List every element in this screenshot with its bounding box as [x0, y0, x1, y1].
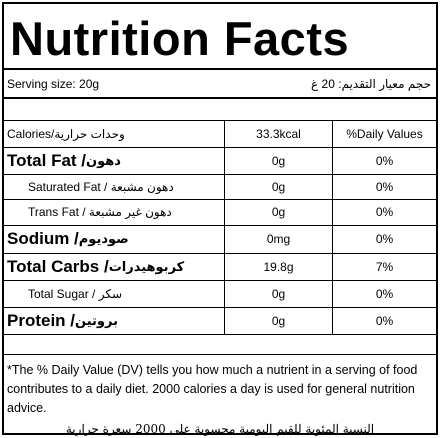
header-nutrient: Calories/وحدات حرارية: [4, 120, 225, 147]
nutrient-label: Sodium /: [7, 229, 79, 248]
row-divider: [4, 199, 436, 200]
footnote-divider: [4, 354, 436, 355]
nutrient-label-ar: صوديوم: [78, 231, 129, 246]
table-row: Saturated Fat / دهون مشبعة 0g 0%: [4, 174, 436, 199]
nutrient-amount: 0g: [225, 147, 333, 174]
nutrient-amount: 0g: [225, 280, 333, 307]
nutrient-daily-value: 0%: [375, 179, 394, 194]
table-row: Total Fat / دهون 0g 0%: [4, 147, 436, 174]
nutrient-label: Total Carbs /: [7, 256, 109, 276]
nutrient-name: Sodium / صوديوم: [4, 225, 225, 253]
nutrient-amount: 0g: [225, 199, 333, 225]
nutrient-label: Total Fat /: [7, 150, 87, 170]
nutrient-name: Protein / بروتين: [4, 307, 225, 334]
row-divider: [4, 280, 436, 281]
label-title: Nutrition Facts: [10, 12, 350, 65]
table-row: Total Carbs / كربوهيدرات 19.8g 7%: [4, 253, 436, 280]
nutrient-name: Total Carbs / كربوهيدرات: [4, 253, 225, 280]
nutrient-daily-value: 0%: [375, 286, 394, 301]
table-bottom-border: [4, 334, 436, 335]
footnote-en: *The % Daily Value (DV) tells you how mu…: [7, 363, 418, 415]
nutrient-daily-value: 0%: [375, 205, 394, 219]
nutrient-label: Protein /: [7, 310, 76, 330]
row-divider: [4, 174, 436, 175]
nutrient-name: Total Fat / دهون: [4, 147, 225, 174]
title-divider: [4, 68, 436, 70]
nutrient-amount: 19.8g: [225, 253, 333, 280]
table-row: Sodium / صوديوم 0mg 0%: [4, 225, 436, 253]
nutrient-daily-value: 7%: [375, 259, 394, 274]
header-daily-value: %Daily Values: [346, 126, 423, 141]
nutrient-name: Trans Fat / دهون غير مشبعة: [4, 199, 225, 225]
table-top-border: [4, 120, 436, 121]
nutrient-label-ar: دهون: [86, 152, 121, 168]
header-amount: 33.3kcal: [225, 120, 333, 147]
serving-divider: [4, 97, 436, 99]
nutrient-amount: 0mg: [225, 225, 333, 253]
table-row: Protein / بروتين 0g 0%: [4, 307, 436, 334]
nutrient-label: Total Sugar / سكر: [28, 286, 123, 301]
serving-size-en: Serving size: 20g: [7, 77, 100, 91]
serving-size-ar: حجم معيار التقديم: 20 غ: [311, 77, 431, 91]
nutrient-label-ar: كربوهيدرات: [108, 258, 185, 274]
nutrient-daily-value: 0%: [375, 153, 394, 168]
nutrient-name: Total Sugar / سكر: [4, 280, 225, 307]
row-divider: [4, 307, 436, 308]
nutrient-label-ar: بروتين: [75, 312, 118, 328]
table-header-row: Calories/وحدات حرارية 33.3kcal %Daily Va…: [4, 120, 436, 147]
table-row: Trans Fat / دهون غير مشبعة 0g 0%: [4, 199, 436, 225]
table-row: Total Sugar / سكر 0g 0%: [4, 280, 436, 307]
nutrient-label: Saturated Fat / دهون مشبعة: [28, 179, 174, 194]
nutrient-name: Saturated Fat / دهون مشبعة: [4, 174, 225, 199]
nutrient-amount: 0g: [225, 174, 333, 199]
nutrient-label: Trans Fat / دهون غير مشبعة: [28, 205, 172, 219]
row-divider: [4, 225, 436, 226]
nutrient-daily-value: 0%: [375, 232, 394, 246]
nutrient-amount: 0g: [225, 307, 333, 334]
row-divider: [4, 253, 436, 254]
nutrient-daily-value: 0%: [375, 313, 394, 328]
footnote-ar: النسبة المئوية للقيم اليومية محسوبة على …: [65, 422, 375, 436]
nutrition-label: Nutrition Facts Serving size: 20g حجم مع…: [2, 2, 438, 436]
row-divider: [4, 147, 436, 148]
